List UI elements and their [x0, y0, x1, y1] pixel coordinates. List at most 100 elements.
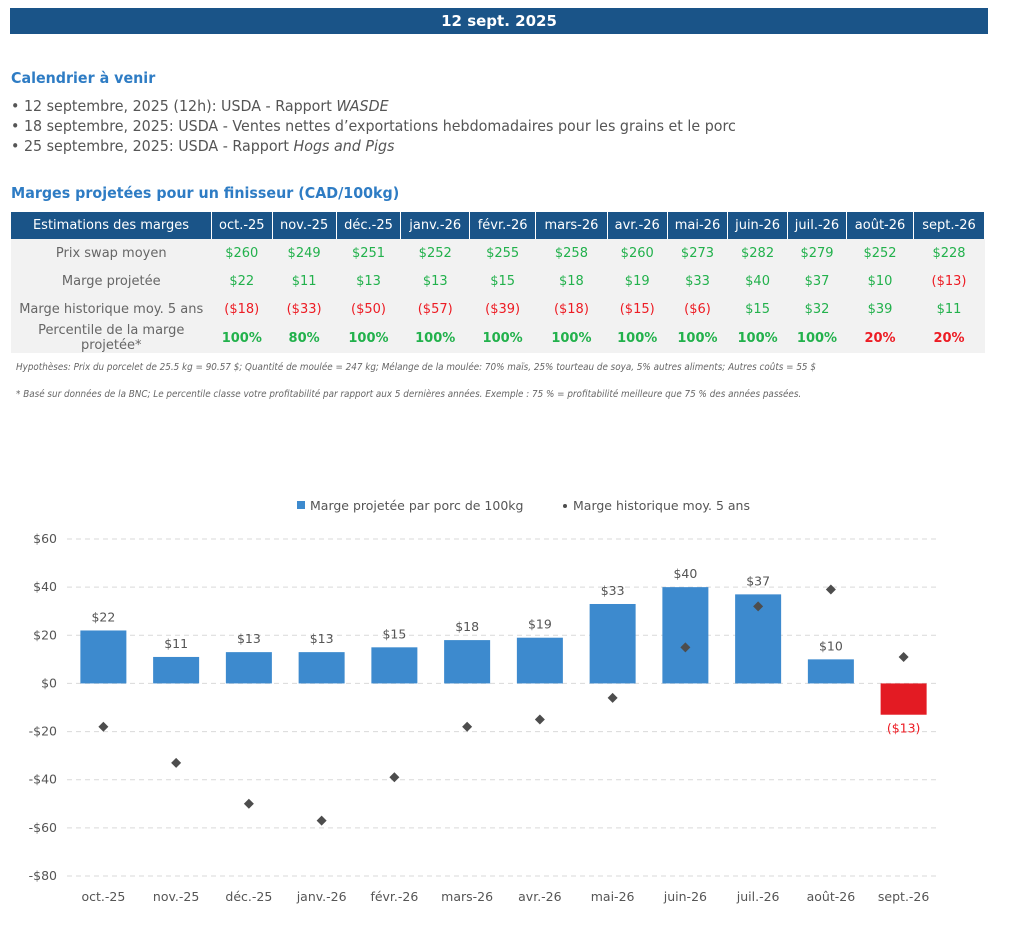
margins-title: Marges projetées pour un finisseur (CAD/…: [11, 184, 400, 202]
y-tick-label: $40: [33, 579, 57, 594]
x-tick-label: juin-26: [663, 889, 707, 904]
table-row: Prix swap moyen $260 $249 $251 $252 $255 $258 $…: [11, 239, 985, 267]
x-tick-label: nov.-25: [153, 889, 199, 904]
table-cell: $249: [272, 239, 337, 267]
table-cell: ($13): [913, 267, 985, 295]
legend-bar-label: Marge projetée par porc de 100kg: [310, 498, 523, 513]
y-tick-label: -$60: [29, 820, 57, 835]
table-cell: 100%: [336, 323, 401, 353]
bar: [589, 603, 636, 684]
column-header-1: nov.-25: [272, 212, 337, 239]
column-header-0: oct.-25: [211, 212, 273, 239]
historic-marker: [243, 798, 254, 809]
x-tick-label: déc.-25: [225, 889, 272, 904]
legend-marker-label: Marge historique moy. 5 ans: [573, 498, 750, 513]
x-tick-label: mars-26: [441, 889, 493, 904]
table-cell: 100%: [607, 323, 668, 353]
bar-label: $10: [819, 638, 843, 653]
bar-series: [80, 587, 927, 715]
table-cell: $282: [727, 239, 788, 267]
bar: [807, 659, 854, 684]
x-tick-label: juil.-26: [736, 889, 780, 904]
assumptions-note: Hypothèses: Prix du porcelet de 25.5 kg …: [16, 362, 816, 373]
table-cell: $273: [667, 239, 728, 267]
table-cell: $37: [787, 267, 847, 295]
footnote: * Basé sur données de la BNC; Le percent…: [16, 389, 802, 400]
table-cell: $11: [913, 295, 985, 323]
table-header-row: Estimations des marges oct.-25 nov.-25 déc…: [11, 212, 985, 239]
table-cell: $19: [607, 267, 668, 295]
legend-bar-swatch: [297, 501, 305, 509]
historic-marker: [680, 642, 691, 653]
x-tick-label: févr.-26: [370, 889, 418, 904]
column-header-5: mars-26: [535, 212, 608, 239]
bar: [298, 652, 345, 684]
x-axis: oct.-25 nov.-25 déc.-25 janv.-26 févr.-26 mar…: [81, 889, 929, 904]
calendar-title: Calendrier à venir: [11, 69, 156, 87]
bar-label: $22: [91, 609, 115, 624]
table-corner-label: Estimations des marges: [11, 212, 212, 239]
bar: [225, 652, 272, 684]
historic-marker: [825, 584, 836, 595]
y-axis: $60 $40 $20 $0 -$20 -$40 -$60 -$80: [29, 531, 57, 883]
table-cell: $40: [727, 267, 788, 295]
table-cell: 80%: [272, 323, 337, 353]
y-tick-label: $0: [41, 675, 57, 690]
bar: [153, 656, 200, 684]
column-header-9: juil.-26: [787, 212, 848, 239]
x-tick-label: août-26: [807, 889, 856, 904]
table-cell: 20%: [913, 323, 985, 353]
table-cell: ($39): [469, 295, 536, 323]
column-header-11: sept.-26: [913, 212, 985, 239]
table-cell: 100%: [400, 323, 470, 353]
row-label: Marge historique moy. 5 ans: [11, 295, 212, 323]
calendar-item-report: Hogs and Pigs: [293, 137, 395, 155]
table-row: Marge historique moy. 5 ans ($18) ($33) ($5…: [11, 295, 985, 323]
calendar-item: 18 septembre, 2025: USDA - Ventes nettes…: [11, 116, 736, 136]
y-tick-label: -$20: [29, 724, 57, 739]
table-cell: 100%: [211, 323, 273, 353]
calendar-item: 12 septembre, 2025 (12h): USDA - Rapport…: [11, 96, 736, 116]
y-tick-label: $20: [33, 627, 57, 642]
column-header-7: mai-26: [667, 212, 729, 239]
table-cell: $252: [846, 239, 914, 267]
historic-marker: [898, 651, 909, 662]
table-cell: ($6): [667, 295, 728, 323]
margins-table: Estimations des marges oct.-25 nov.-25 déc…: [11, 212, 985, 353]
table-cell: $228: [913, 239, 985, 267]
column-header-4: févr.-26: [469, 212, 537, 239]
calendar-item-text: 12 septembre, 2025 (12h): USDA - Rapport: [23, 97, 337, 115]
table-cell: $15: [469, 267, 536, 295]
table-cell: 20%: [846, 323, 914, 353]
column-header-10: août-26: [846, 212, 915, 239]
bar-label: $18: [455, 619, 479, 634]
x-tick-label: mai-26: [591, 889, 635, 904]
table-cell: $279: [787, 239, 847, 267]
x-tick-label: janv.-26: [296, 889, 347, 904]
historic-marker: [171, 757, 182, 768]
table-cell: $39: [846, 295, 914, 323]
table-cell: 100%: [535, 323, 608, 353]
y-tick-label: -$80: [29, 868, 57, 883]
table-cell: ($50): [336, 295, 401, 323]
table-cell: $251: [336, 239, 401, 267]
bar-label: $33: [601, 583, 625, 598]
x-tick-label: avr.-26: [518, 889, 561, 904]
historic-marker: [607, 692, 618, 703]
historic-marker: [98, 721, 109, 732]
table-cell: 100%: [667, 323, 728, 353]
calendar-item-report: WASDE: [336, 97, 389, 115]
chart-gridlines: [67, 538, 940, 877]
table-cell: ($57): [400, 295, 470, 323]
column-header-8: juin-26: [727, 212, 788, 239]
table-cell: $255: [469, 239, 536, 267]
calendar-item-text: 18 septembre, 2025: USDA - Ventes nettes…: [23, 117, 736, 135]
table-cell: 100%: [469, 323, 536, 353]
bar-label: $13: [237, 631, 261, 646]
historic-marker: [534, 714, 545, 725]
marker-series: [98, 584, 909, 826]
table-row: Marge projetée $22 $11 $13 $13 $15 $18 $19 $33 $4…: [11, 267, 985, 295]
table-row: Percentile de la marge projetée* 100% 80% 1…: [11, 323, 985, 353]
table-cell: $13: [336, 267, 401, 295]
bar-label: $40: [673, 566, 697, 581]
